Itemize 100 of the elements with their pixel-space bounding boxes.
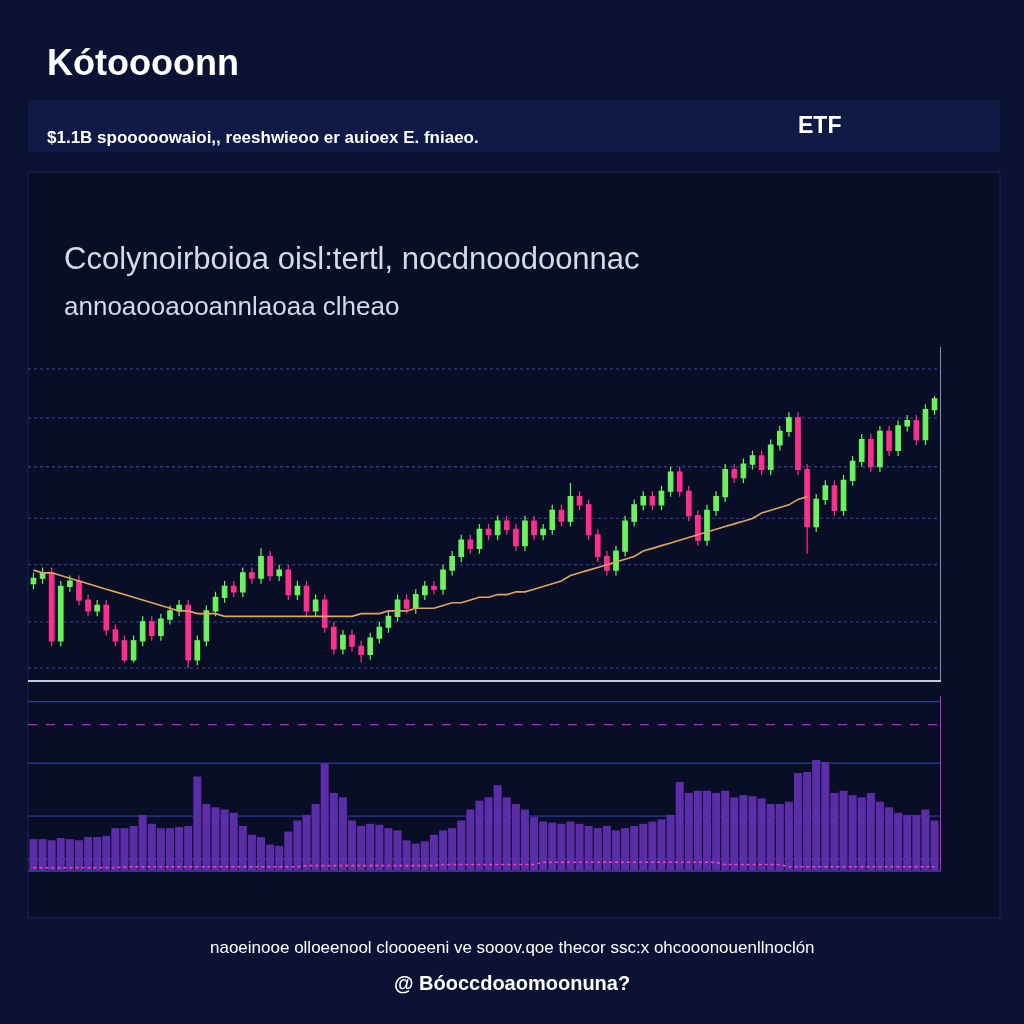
candlestick [422,580,428,601]
candlestick [176,599,182,617]
candlestick [594,528,601,563]
candlestick [285,564,292,601]
candlestick [722,463,729,503]
text: naoeinooe olloeenool cloooeeni ve sooov.qoe thecor ssc:x ohcooonouenllnoclón [210,938,815,957]
candlestick [667,466,674,498]
candlestick [767,438,774,476]
candlestick [467,534,474,555]
candlestick [786,411,792,438]
candlestick [385,610,392,634]
candlestick [704,504,710,547]
candlestick [103,599,110,636]
candlestick [913,414,920,446]
text: Kótoooonn [47,42,239,83]
candlestick [858,433,865,468]
candlestick [922,403,929,446]
candlestick [522,515,528,552]
bar [930,820,939,870]
candlestick [340,629,346,656]
candlestick [649,490,656,511]
candlestick [148,615,155,642]
candlestick [604,550,610,577]
candlestick [303,580,310,617]
candlestick [640,490,647,511]
candlestick [449,550,455,577]
candlestick [558,504,565,528]
candlestick [440,564,446,596]
candlestick [412,588,419,615]
candlestick [230,580,237,598]
candlestick [886,425,892,457]
candlestick [531,515,537,541]
candlestick [349,629,355,653]
candlestick [840,474,847,517]
candlestick [685,485,692,522]
candlestick [221,580,228,604]
candlestick [513,523,519,552]
candlestick [112,623,119,647]
candlestick [121,634,128,664]
candlestick [776,425,783,452]
text: $1.1B spooooowaioi,, reeshwieoo er auioex E. fniaeo. [47,128,479,147]
chart-title: Ccolynoirboioa oisl:tertl, nocdnoodoonnac [64,241,640,276]
candlestick [48,566,55,647]
candlestick [212,591,219,617]
candlestick [158,613,164,642]
candlestick [585,498,592,541]
candlestick [67,574,73,593]
candlestick [904,414,911,432]
candlestick [367,632,374,661]
candlestick [576,490,583,511]
candlestick [258,547,264,585]
candlestick [795,411,801,476]
candlestick [330,621,337,656]
candlestick [312,593,319,617]
candlestick [849,455,856,487]
candlestick [167,604,173,626]
candlestick [494,515,501,541]
candlestick [276,564,283,582]
candlestick [877,425,883,473]
candlestick [695,509,701,547]
candlestick [431,580,437,596]
candlestick [676,466,683,498]
bar [29,839,38,870]
candlestick [239,566,246,598]
candlestick [713,490,719,517]
text: ETF [798,112,842,138]
candlestick [358,640,364,664]
candlestick [57,580,64,647]
candlestick [249,566,255,585]
candlestick [631,498,638,528]
candlestick [758,449,765,476]
chart-subtitle: annoaooaooannlaoaa clheao [64,291,400,321]
candlestick [731,463,738,484]
text: @ Bóoccdoaomoonuna? [394,972,631,994]
candlestick [567,482,574,528]
candlestick [622,515,628,558]
candlestick [804,463,810,555]
candlestick [294,580,301,601]
candlestick [403,593,410,615]
candlestick [85,593,91,617]
candlestick [376,621,383,645]
candlestick [549,504,556,536]
candlestick [613,545,619,577]
candlestick [822,479,829,506]
candlestick [895,419,901,457]
candlestick [185,599,192,669]
candlestick [321,593,328,634]
candlestick [76,574,82,607]
candlestick [813,493,820,533]
candlestick [130,634,137,664]
candlestick [740,458,747,484]
candlestick [94,599,100,617]
candlestick [267,550,273,582]
candlestick [194,634,201,666]
candlestick [868,433,874,473]
candlestick [831,479,838,517]
candlestick [458,534,465,563]
candlestick [540,523,546,541]
candlestick [503,515,510,536]
candlestick [139,615,146,647]
